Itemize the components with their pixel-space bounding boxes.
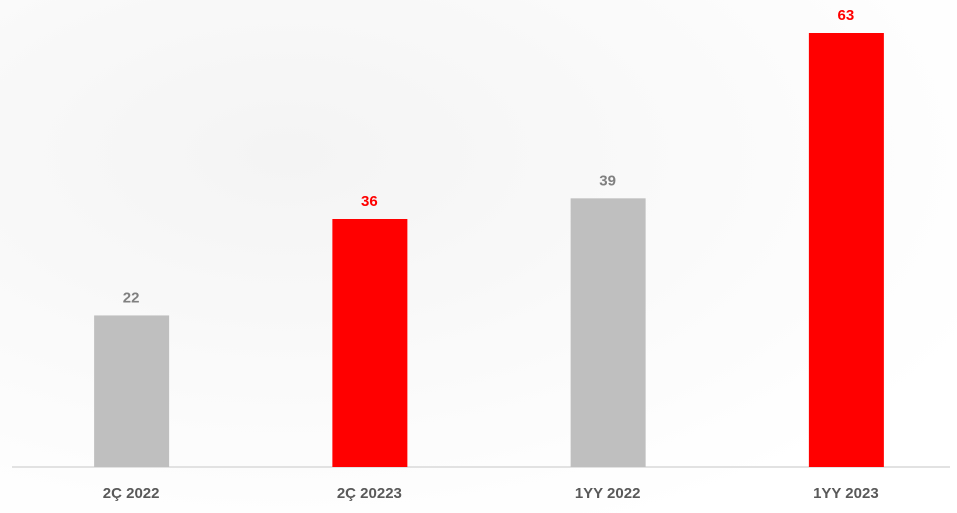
value-label: 22 — [123, 289, 140, 306]
bar — [94, 315, 170, 467]
bar — [808, 33, 884, 467]
bar — [332, 219, 408, 467]
bar — [570, 198, 646, 468]
value-label: 39 — [599, 172, 616, 189]
x-tick-label: 2Ç 2022 — [103, 485, 160, 502]
value-label: 36 — [361, 193, 378, 210]
value-label: 63 — [838, 7, 855, 24]
x-tick-label: 1YY 2022 — [575, 485, 641, 502]
x-tick-label: 2Ç 20223 — [337, 485, 402, 502]
x-tick-label: 1YY 2023 — [813, 485, 879, 502]
